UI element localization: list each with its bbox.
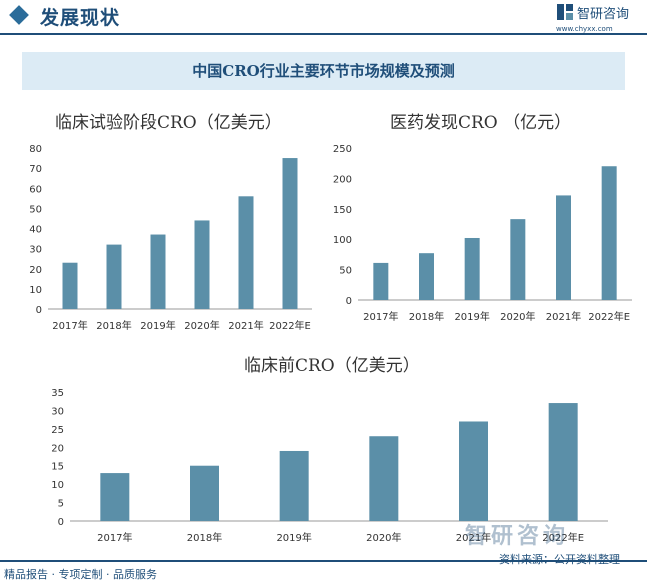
clinical-bar-2017年	[62, 262, 78, 309]
preclinical-y-tick-label: 30	[51, 406, 64, 417]
chart-banner: 中国CRO行业主要环节市场规模及预测	[22, 52, 625, 90]
preclinical-x-tick-label: 2018年	[187, 531, 222, 544]
discovery-x-tick-label: 2022年E	[588, 310, 630, 323]
clinical-bar-2018年	[106, 244, 122, 309]
clinical-bar-2021年	[238, 196, 254, 309]
discovery-bar-2018年	[419, 253, 434, 300]
preclinical-bar-2021年	[459, 421, 488, 521]
chart-title-clinical: 临床试验阶段CRO（亿美元）	[55, 113, 282, 133]
preclinical-y-tick-label: 0	[58, 517, 64, 528]
discovery-bar-2020年	[510, 219, 526, 300]
discovery-x-tick-label: 2017年	[363, 310, 398, 323]
discovery-y-tick-label: 100	[333, 235, 352, 246]
preclinical-y-tick-label: 10	[51, 480, 64, 491]
preclinical-y-tick-label: 20	[51, 443, 64, 454]
clinical-x-tick-label: 2020年	[184, 319, 219, 332]
preclinical-x-tick-label: 2017年	[97, 531, 132, 544]
discovery-x-tick-label: 2019年	[454, 310, 489, 323]
clinical-y-tick-label: 40	[29, 225, 42, 236]
preclinical-bar-2022年E	[548, 403, 578, 521]
watermark-text: 智研咨询	[465, 524, 570, 549]
clinical-x-tick-label: 2021年	[228, 319, 263, 332]
clinical-y-tick-label: 70	[29, 164, 42, 175]
clinical-bar-2019年	[150, 234, 166, 309]
preclinical-y-tick-label: 15	[51, 462, 64, 473]
discovery-y-tick-label: 50	[339, 266, 352, 277]
clinical-x-tick-label: 2017年	[52, 319, 87, 332]
clinical-y-tick-label: 50	[29, 204, 42, 215]
preclinical-x-tick-label: 2020年	[366, 531, 401, 544]
brand-url: www.chyxx.com	[556, 25, 613, 33]
preclinical-x-tick-label: 2021年	[456, 531, 491, 544]
discovery-bar-2019年	[464, 237, 480, 300]
clinical-y-tick-label: 30	[29, 245, 42, 256]
preclinical-y-tick-label: 25	[51, 425, 64, 436]
discovery-x-tick-label: 2021年	[546, 310, 581, 323]
chart-title-discovery: 医药发现CRO （亿元）	[390, 113, 572, 133]
footer-tagline: 精品报告 · 专项定制 · 品质服务	[4, 568, 157, 581]
discovery-x-tick-label: 2018年	[409, 310, 444, 323]
clinical-y-tick-label: 60	[29, 184, 42, 195]
clinical-x-tick-label: 2022年E	[269, 319, 311, 332]
preclinical-bar-2019年	[279, 450, 309, 521]
clinical-bar-2020年	[194, 220, 210, 309]
clinical-x-tick-label: 2018年	[96, 319, 131, 332]
discovery-x-tick-label: 2020年	[500, 310, 535, 323]
discovery-y-tick-label: 150	[333, 205, 352, 216]
preclinical-x-tick-label: 2022年E	[542, 531, 584, 544]
preclinical-x-tick-label: 2019年	[276, 531, 311, 544]
preclinical-bar-2017年	[100, 473, 130, 521]
discovery-bar-2017年	[373, 262, 389, 300]
banner-title: 中国CRO行业主要环节市场规模及预测	[192, 62, 455, 80]
chart-title-preclinical: 临床前CRO（亿美元）	[244, 356, 420, 376]
discovery-y-tick-label: 0	[346, 296, 352, 307]
brand-logo-icon	[557, 4, 573, 20]
discovery-bar-2022年E	[601, 166, 617, 300]
preclinical-y-tick-label: 5	[58, 499, 64, 510]
page-title: 发展现状	[40, 7, 121, 29]
preclinical-y-tick-label: 35	[51, 388, 64, 399]
clinical-y-tick-label: 10	[29, 285, 42, 296]
brand-name: 智研咨询	[577, 7, 630, 22]
page-header: 发展现状 智研咨询 www.chyxx.com	[0, 0, 647, 35]
clinical-x-tick-label: 2019年	[140, 319, 175, 332]
clinical-y-tick-label: 20	[29, 265, 42, 276]
discovery-y-tick-label: 250	[333, 144, 352, 155]
footer-divider	[0, 560, 647, 562]
clinical-y-tick-label: 0	[36, 305, 42, 316]
preclinical-bar-2020年	[369, 436, 399, 521]
preclinical-bar-2018年	[190, 465, 219, 521]
header-divider	[0, 33, 647, 35]
discovery-y-tick-label: 200	[333, 174, 352, 185]
source-note: 资料来源：公开资料整理	[499, 553, 620, 566]
clinical-bar-2022年E	[282, 158, 298, 309]
discovery-bar-2021年	[556, 195, 571, 300]
clinical-y-tick-label: 80	[29, 144, 42, 155]
